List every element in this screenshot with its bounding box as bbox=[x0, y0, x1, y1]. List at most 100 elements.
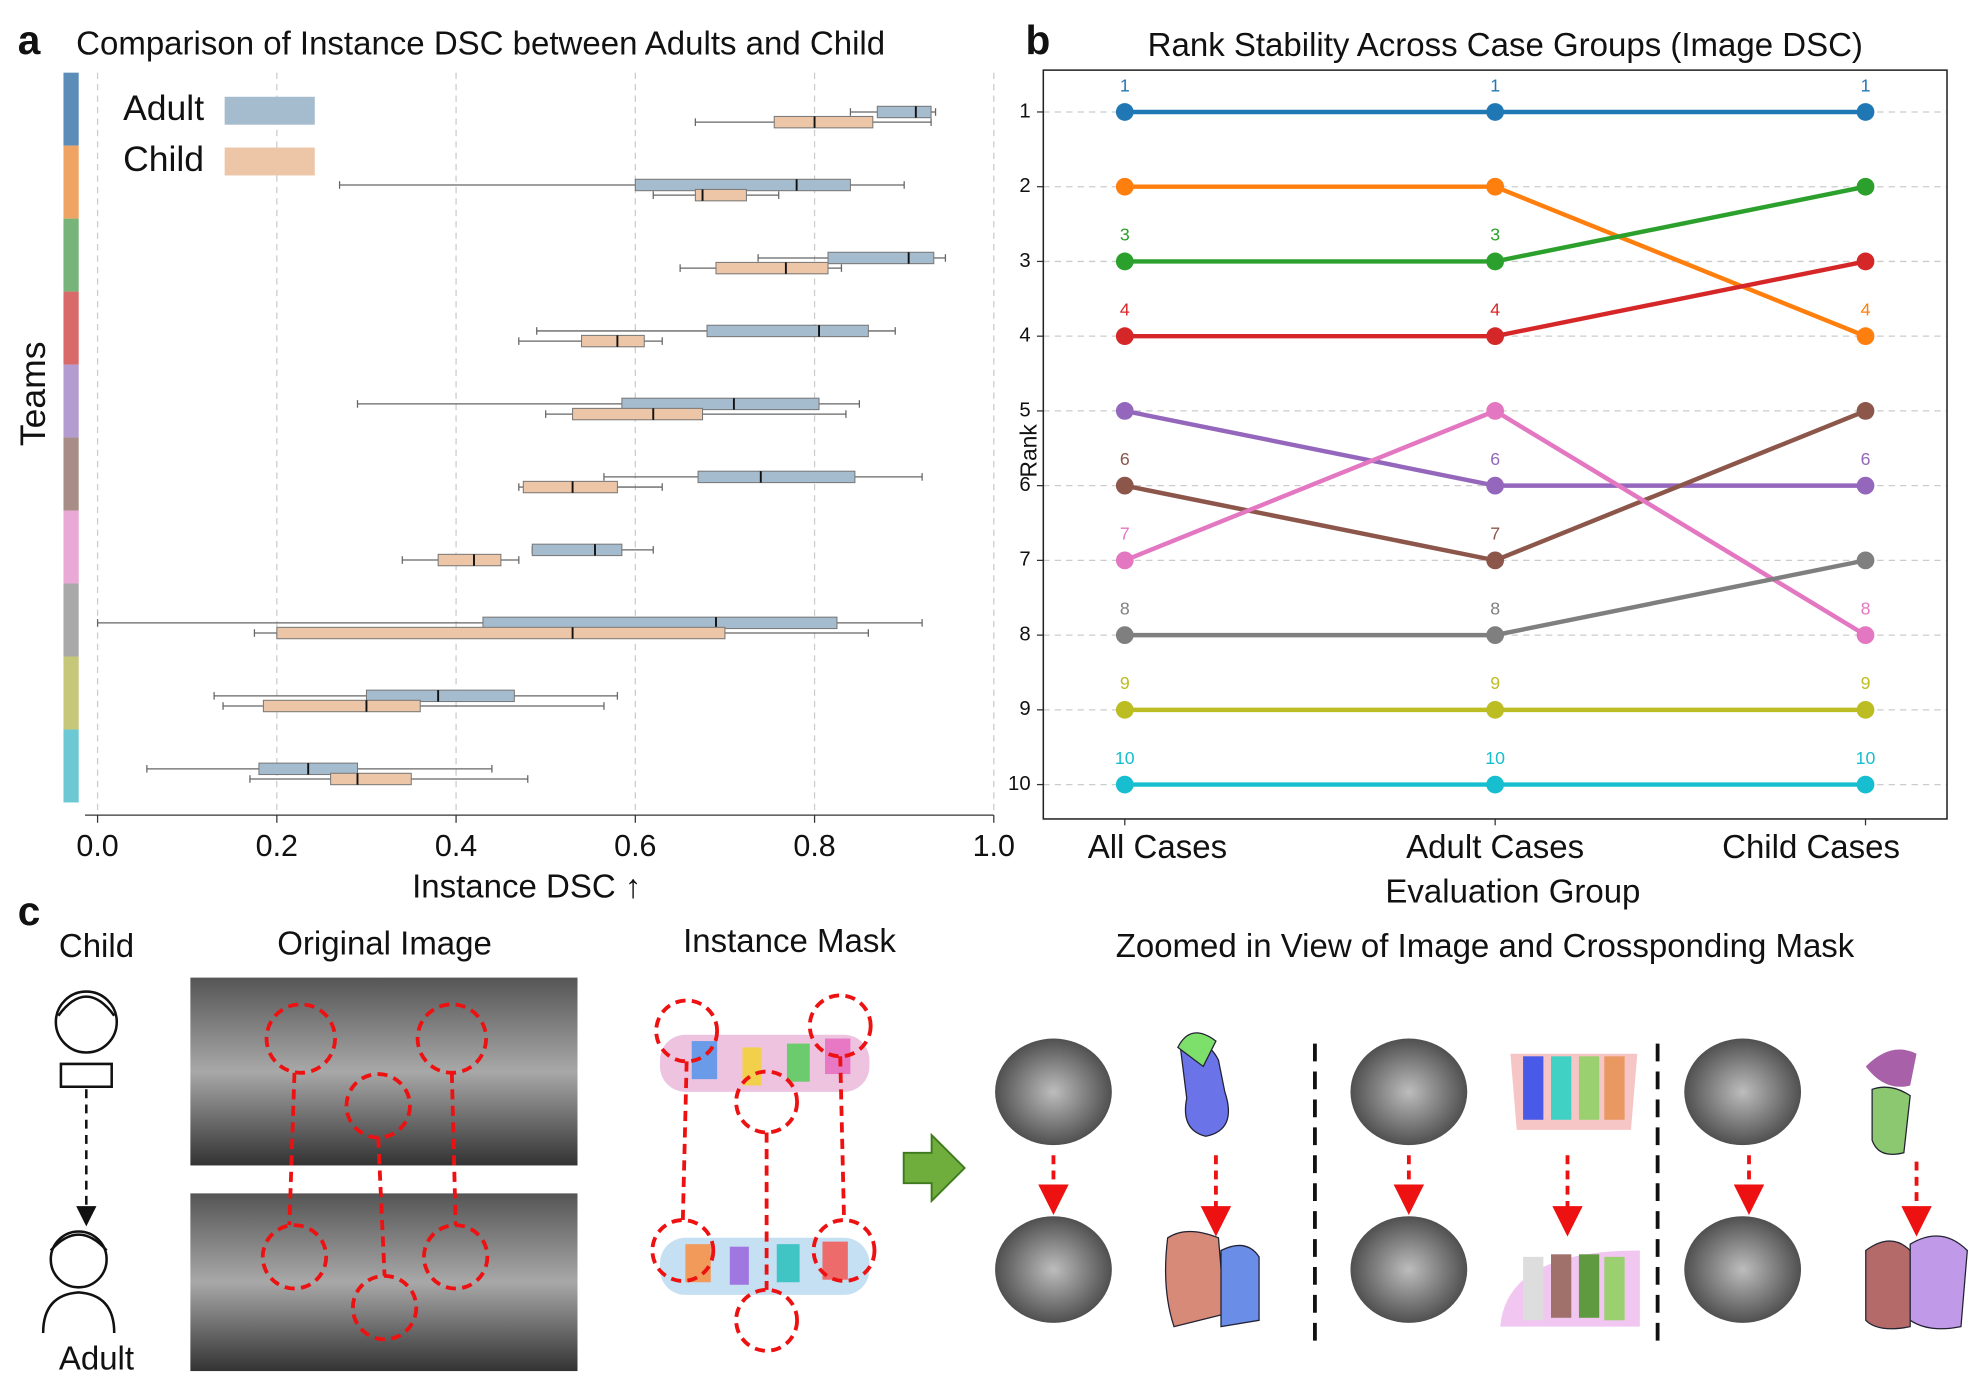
separators bbox=[1313, 1043, 1660, 1346]
rank-point bbox=[1486, 103, 1505, 121]
y-tick-label: 2 bbox=[1019, 175, 1030, 197]
mask-title: Instance Mask bbox=[683, 922, 896, 959]
box bbox=[773, 115, 874, 129]
rank-point bbox=[1856, 252, 1875, 271]
y-tick-label: 1 bbox=[1019, 100, 1030, 122]
x-tick-label: 0.2 bbox=[256, 829, 298, 863]
zoom-title: Zoomed in View of Image and Crossponding… bbox=[1116, 927, 1855, 964]
panel-c: c Child Adult Original Image Instance Ma… bbox=[18, 888, 1968, 1377]
data-label: 8 bbox=[1120, 598, 1130, 618]
data-label: 9 bbox=[1490, 673, 1500, 693]
adult-label: Adult bbox=[59, 1340, 134, 1377]
data-label: 10 bbox=[1485, 748, 1505, 768]
box bbox=[694, 188, 747, 202]
box bbox=[581, 334, 645, 348]
rank-point bbox=[1856, 551, 1875, 570]
rank-point bbox=[1115, 252, 1134, 271]
box bbox=[715, 261, 829, 275]
original-title: Original Image bbox=[277, 925, 492, 962]
rank-point bbox=[1856, 626, 1875, 644]
rank-point bbox=[1486, 402, 1505, 420]
x-tick-label: 0.0 bbox=[76, 829, 118, 863]
team-stripe bbox=[63, 218, 79, 292]
adult-xray bbox=[190, 1193, 578, 1372]
zoom-views bbox=[995, 1032, 1968, 1330]
box bbox=[262, 699, 421, 713]
rank-point bbox=[1856, 476, 1875, 495]
box bbox=[697, 470, 856, 484]
rank-point bbox=[1486, 327, 1505, 346]
x-tick-label: 0.6 bbox=[614, 829, 656, 863]
y-axis-label: Teams bbox=[13, 341, 53, 446]
box bbox=[531, 543, 623, 557]
x-tick-label: All Cases bbox=[1088, 828, 1227, 865]
flow-arrow bbox=[902, 1132, 966, 1204]
x-tick-label: Adult Cases bbox=[1406, 828, 1584, 865]
data-label: 4 bbox=[1490, 299, 1500, 319]
box bbox=[276, 626, 726, 640]
data-label: 6 bbox=[1120, 449, 1130, 469]
data-label: 8 bbox=[1490, 598, 1500, 618]
rank-point bbox=[1115, 327, 1134, 346]
box bbox=[437, 553, 502, 567]
y-tick-label: 8 bbox=[1019, 623, 1030, 645]
data-label: 7 bbox=[1490, 524, 1500, 544]
rank-point bbox=[1856, 775, 1875, 794]
rank-point bbox=[1486, 775, 1505, 794]
rank-point bbox=[1115, 551, 1134, 570]
legend-label: Adult bbox=[123, 88, 204, 128]
legend-swatch bbox=[224, 147, 315, 176]
legend-swatch bbox=[224, 96, 315, 125]
box bbox=[827, 251, 935, 265]
data-label: 6 bbox=[1861, 449, 1871, 469]
rank-point bbox=[1856, 177, 1875, 196]
team-stripe bbox=[63, 729, 79, 803]
rank-point bbox=[1486, 700, 1505, 719]
box bbox=[572, 407, 704, 421]
data-label: 9 bbox=[1120, 673, 1130, 693]
x-tick-label: 1.0 bbox=[973, 829, 1015, 863]
rank-point bbox=[1486, 551, 1505, 570]
team-stripe bbox=[63, 145, 79, 219]
x-axis-label: Instance DSC ↑ bbox=[412, 867, 641, 904]
data-label: 9 bbox=[1861, 673, 1871, 693]
team-stripe bbox=[63, 437, 79, 511]
data-label: 4 bbox=[1861, 299, 1871, 319]
chart-title: Comparison of Instance DSC between Adult… bbox=[76, 25, 885, 62]
box bbox=[365, 689, 515, 703]
panel-label: a bbox=[18, 17, 41, 63]
x-axis-label: Evaluation Group bbox=[1385, 873, 1640, 910]
team-stripe bbox=[63, 364, 79, 438]
data-label: 3 bbox=[1490, 225, 1500, 245]
person-icons bbox=[41, 990, 119, 1334]
box bbox=[876, 105, 932, 119]
y-tick-label: 10 bbox=[1008, 773, 1031, 795]
rank-point bbox=[1486, 476, 1505, 495]
team-stripe bbox=[63, 583, 79, 657]
y-tick-label: 6 bbox=[1019, 474, 1030, 496]
rank-point bbox=[1856, 402, 1875, 420]
y-tick-label: 9 bbox=[1019, 698, 1030, 720]
x-tick-label: 0.8 bbox=[793, 829, 835, 863]
team-stripe bbox=[63, 291, 79, 365]
data-label: 10 bbox=[1115, 748, 1135, 768]
y-tick-label: 4 bbox=[1019, 325, 1030, 347]
y-tick-label: 5 bbox=[1019, 399, 1030, 421]
data-label: 1 bbox=[1120, 75, 1130, 95]
box bbox=[706, 324, 869, 338]
team-stripe bbox=[63, 510, 79, 584]
rank-point bbox=[1486, 626, 1505, 644]
rank-point bbox=[1856, 103, 1875, 121]
child-xray bbox=[190, 977, 578, 1166]
rank-point bbox=[1115, 402, 1134, 420]
y-tick-label: 3 bbox=[1019, 250, 1030, 272]
box bbox=[522, 480, 618, 494]
data-label: 1 bbox=[1490, 75, 1500, 95]
box bbox=[621, 397, 820, 411]
box bbox=[330, 772, 412, 786]
x-tick-label: 0.4 bbox=[435, 829, 477, 863]
rank-point bbox=[1115, 775, 1134, 794]
rank-point bbox=[1856, 700, 1875, 719]
mask-circles bbox=[650, 993, 877, 1353]
